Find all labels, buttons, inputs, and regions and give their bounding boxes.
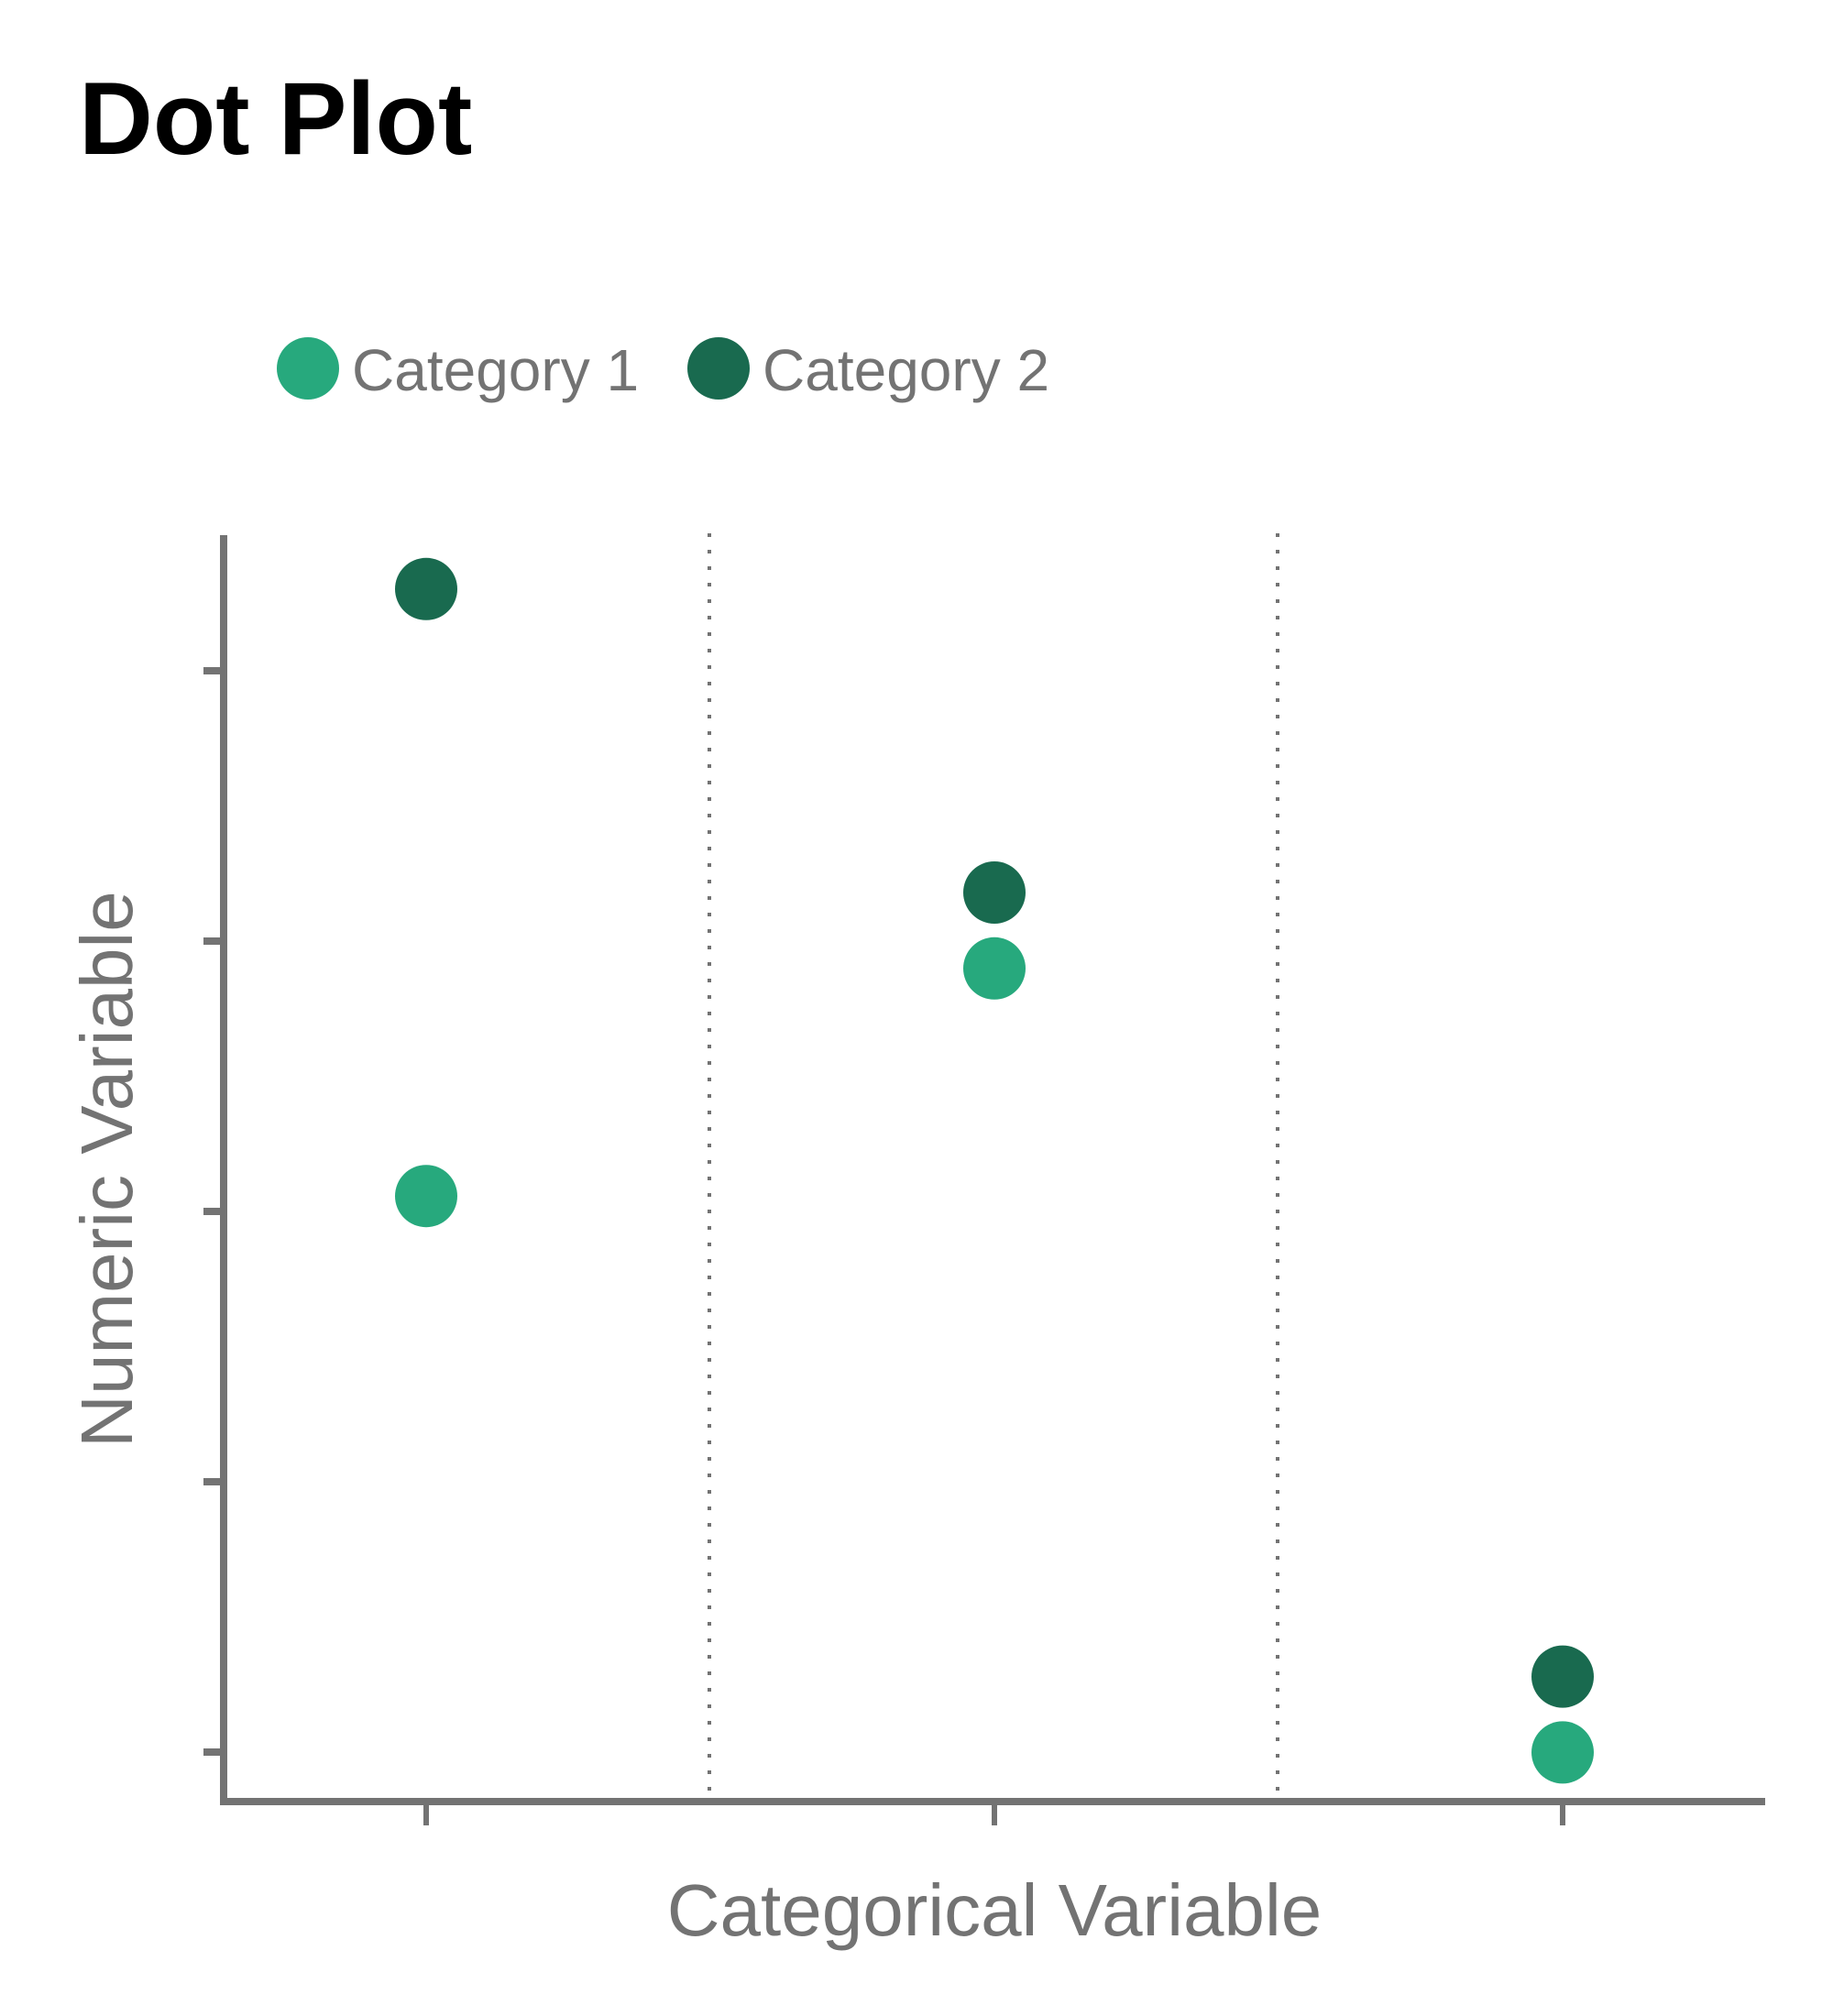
legend-dot-category-2 — [687, 337, 750, 400]
dot-series-1-cat-2 — [963, 937, 1026, 1000]
data-points — [395, 557, 1594, 1784]
legend-label-category-1: Category 1 — [352, 337, 639, 403]
x-axis-title: Categorical Variable — [667, 1869, 1322, 1951]
y-axis — [203, 535, 227, 1805]
chart-title: Dot Plot — [79, 61, 472, 176]
legend-item-category-2: Category 2 — [687, 337, 1049, 403]
y-axis-title: Numeric Variable — [66, 891, 148, 1448]
legend-dot-category-1 — [277, 337, 339, 400]
x-axis-ticks — [423, 1802, 1565, 1825]
dot-series-2-cat-1 — [395, 557, 457, 620]
legend-label-category-2: Category 2 — [763, 337, 1049, 403]
y-axis-ticks — [203, 667, 224, 1756]
x-axis — [224, 1798, 1765, 1825]
dot-series-1-cat-1 — [395, 1165, 457, 1228]
dot-series-2-cat-3 — [1531, 1645, 1594, 1708]
category-separators — [708, 533, 1279, 1800]
legend: Category 1 Category 2 — [277, 337, 1049, 403]
dot-series-1-cat-3 — [1531, 1721, 1594, 1784]
dot-series-2-cat-2 — [963, 861, 1026, 924]
legend-item-category-1: Category 1 — [277, 337, 639, 403]
